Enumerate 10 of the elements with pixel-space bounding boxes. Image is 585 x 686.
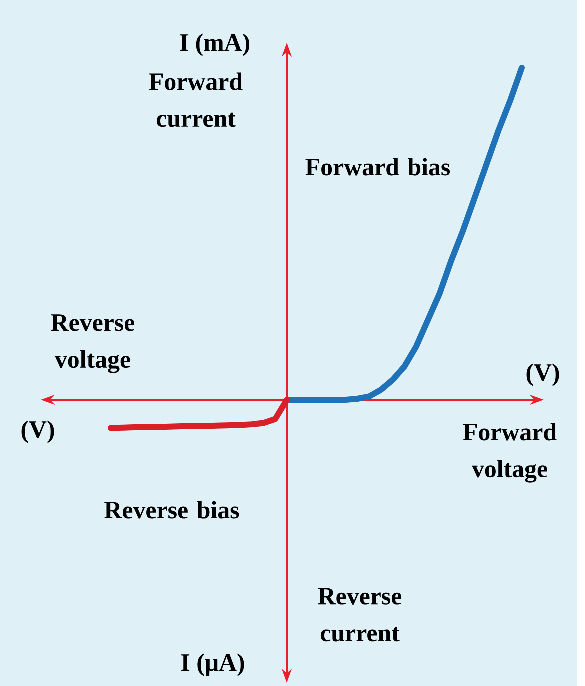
text: Reverse current bbox=[318, 588, 402, 642]
annotation: Forward current bbox=[149, 72, 243, 128]
annotation: Forward voltage bbox=[463, 423, 557, 483]
text: (V) bbox=[22, 420, 54, 444]
text: I (μA) bbox=[182, 654, 244, 676]
annotation: Reverse voltage bbox=[51, 314, 135, 374]
text: Reverse bias bbox=[104, 501, 240, 519]
x-axis-title: (V) bbox=[526, 364, 560, 386]
y-axis-title: I (mA) bbox=[180, 34, 250, 56]
annotation: Forward bias bbox=[306, 158, 450, 176]
